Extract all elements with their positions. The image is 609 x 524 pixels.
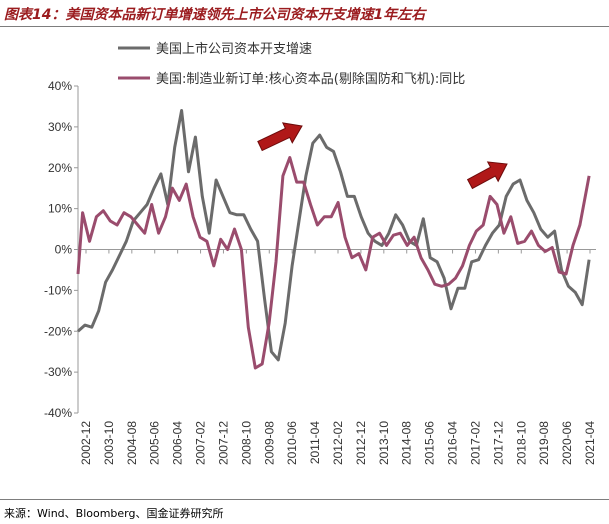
x-tick-label: 2015-06 <box>423 421 437 465</box>
x-tick-label: 2017-02 <box>468 421 482 465</box>
series-line-2 <box>76 156 591 370</box>
x-tick-label: 2004-08 <box>125 421 139 465</box>
legend-label-1: 美国上市公司资本开支增速 <box>156 41 312 57</box>
chart-title: 图表14：美国资本品新订单增速领先上市公司资本开支增速1年左右 <box>4 7 426 23</box>
y-tick-label: -20% <box>44 324 72 338</box>
y-tick-label: 30% <box>48 120 72 134</box>
annotation-arrow-1 <box>257 122 303 152</box>
chart-axes: 40% 30% 20% 10% 0% -10% -20% -30% -40% 2002-12 200… <box>44 79 597 465</box>
y-tick-label: -10% <box>44 283 72 297</box>
x-tick-label: 2020-06 <box>560 421 574 465</box>
x-tick-label: 2005-06 <box>148 421 162 465</box>
x-tick-label: 2007-02 <box>194 421 208 465</box>
legend-label-2: 美国:制造业新订单:核心资本品(剔除国防和飞机):同比 <box>156 71 465 87</box>
x-tick-label: 2008-10 <box>239 421 253 465</box>
annotation-arrow-2 <box>466 161 508 190</box>
x-tick-label: 2007-12 <box>216 421 230 465</box>
chart-arrows <box>257 122 508 190</box>
series-line-1 <box>76 109 591 362</box>
y-tick-label: 40% <box>48 79 72 93</box>
y-tick-label: 0% <box>55 243 73 257</box>
x-tick-label: 2016-04 <box>446 421 460 465</box>
source-divider <box>0 499 609 500</box>
x-tick-label: 2009-08 <box>262 421 276 465</box>
annotation-arrow-2-shape <box>466 161 508 190</box>
x-tick-label: 2018-10 <box>514 421 528 465</box>
y-tick-label: 10% <box>48 202 72 216</box>
x-tick-label: 2013-10 <box>377 421 391 465</box>
x-tick-label: 2012-12 <box>354 421 368 465</box>
x-tick-label: 2012-02 <box>331 421 345 465</box>
source-note: 来源：Wind、Bloomberg、国金证券研究所 <box>4 507 224 520</box>
x-tick-label: 2019-08 <box>537 421 551 465</box>
chart-lines <box>76 109 591 370</box>
x-tick-label: 2011-04 <box>308 421 322 464</box>
x-tick-label: 2014-08 <box>400 421 414 465</box>
x-tick-label: 2003-10 <box>102 421 116 465</box>
x-tick-label: 2002-12 <box>79 421 93 465</box>
x-tick-label: 2021-04 <box>583 421 597 465</box>
x-tick-label: 2017-12 <box>491 421 505 465</box>
title-divider <box>0 26 609 27</box>
x-tick-label: 2006-04 <box>171 421 185 465</box>
y-tick-label: 20% <box>48 161 72 175</box>
y-tick-label: -30% <box>44 365 72 379</box>
x-tick-label: 2010-06 <box>285 421 299 465</box>
annotation-arrow-1-shape <box>257 122 303 152</box>
y-tick-label: -40% <box>44 406 72 420</box>
